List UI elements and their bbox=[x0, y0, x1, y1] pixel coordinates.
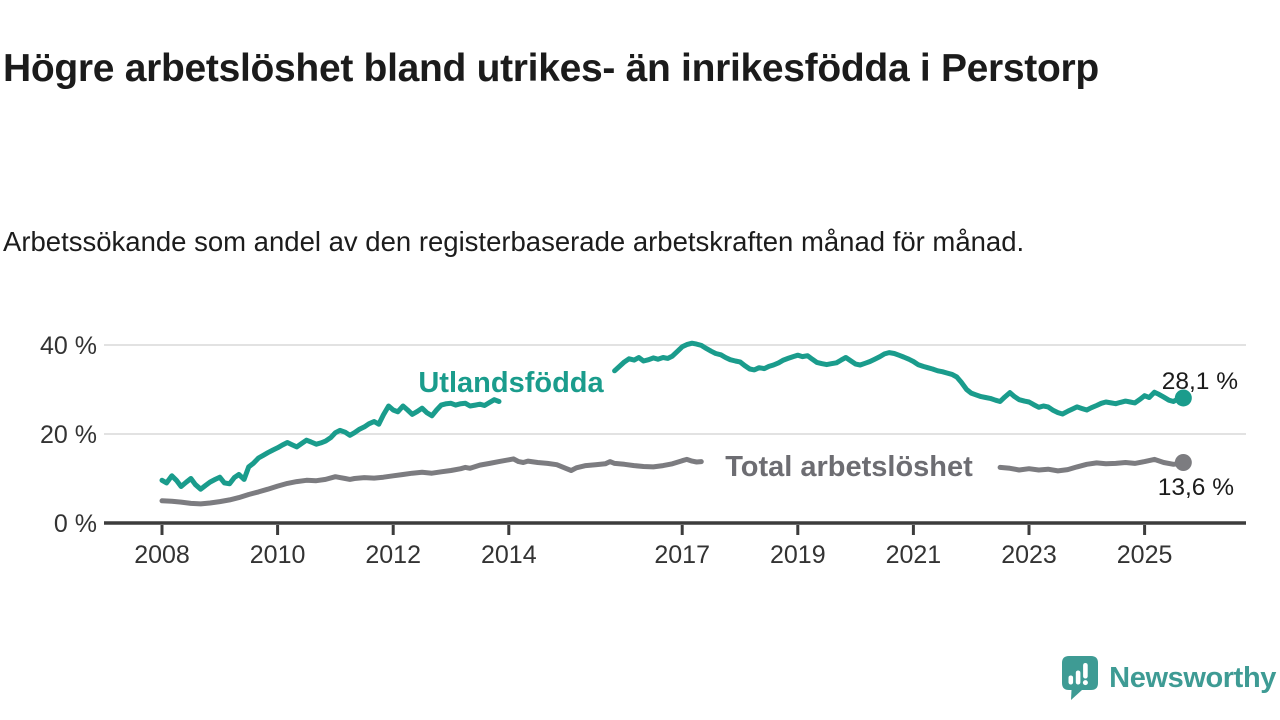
y-tick-label: 20 % bbox=[40, 421, 97, 449]
x-tick-label: 2023 bbox=[1001, 541, 1057, 569]
x-tick-label: 2010 bbox=[250, 541, 306, 569]
series-end-dot-0 bbox=[1174, 389, 1192, 407]
series-line-0 bbox=[612, 340, 1186, 417]
series-line-0 bbox=[159, 397, 502, 492]
newsworthy-logo-icon bbox=[1060, 654, 1100, 702]
brand-name: Newsworthy bbox=[1109, 661, 1276, 694]
x-tick-label: 2008 bbox=[134, 541, 190, 569]
x-tick-label: 2021 bbox=[886, 541, 942, 569]
brand-footer: Newsworthy bbox=[1060, 654, 1276, 702]
series-label-1: Total arbetslöshet bbox=[725, 451, 973, 483]
x-tick-label: 2017 bbox=[654, 541, 710, 569]
x-tick-label: 2025 bbox=[1117, 541, 1173, 569]
x-tick-label: 2012 bbox=[365, 541, 421, 569]
unemployment-line-chart: 0 % 20 % 40 % 2008 2010 2012 2014 2017 2019 2021 2… bbox=[40, 332, 1246, 569]
x-tick-label: 2014 bbox=[481, 541, 537, 569]
chart-subtitle: Arbetssökande som andel av den registerb… bbox=[3, 225, 1025, 257]
y-tick-label: 40 % bbox=[40, 332, 97, 360]
series-end-value-0: 28,1 % bbox=[1162, 368, 1238, 395]
page-title: Högre arbetslöshet bland utrikes- än inr… bbox=[3, 47, 1099, 91]
series-end-dot-1 bbox=[1174, 453, 1192, 471]
series-label-0: Utlandsfödda bbox=[418, 367, 604, 399]
x-tick-label: 2019 bbox=[770, 541, 826, 569]
series-end-value-1: 13,6 % bbox=[1158, 474, 1234, 501]
y-tick-label: 0 % bbox=[54, 510, 97, 538]
series-line-1 bbox=[997, 456, 1186, 474]
series-line-1 bbox=[159, 456, 704, 507]
